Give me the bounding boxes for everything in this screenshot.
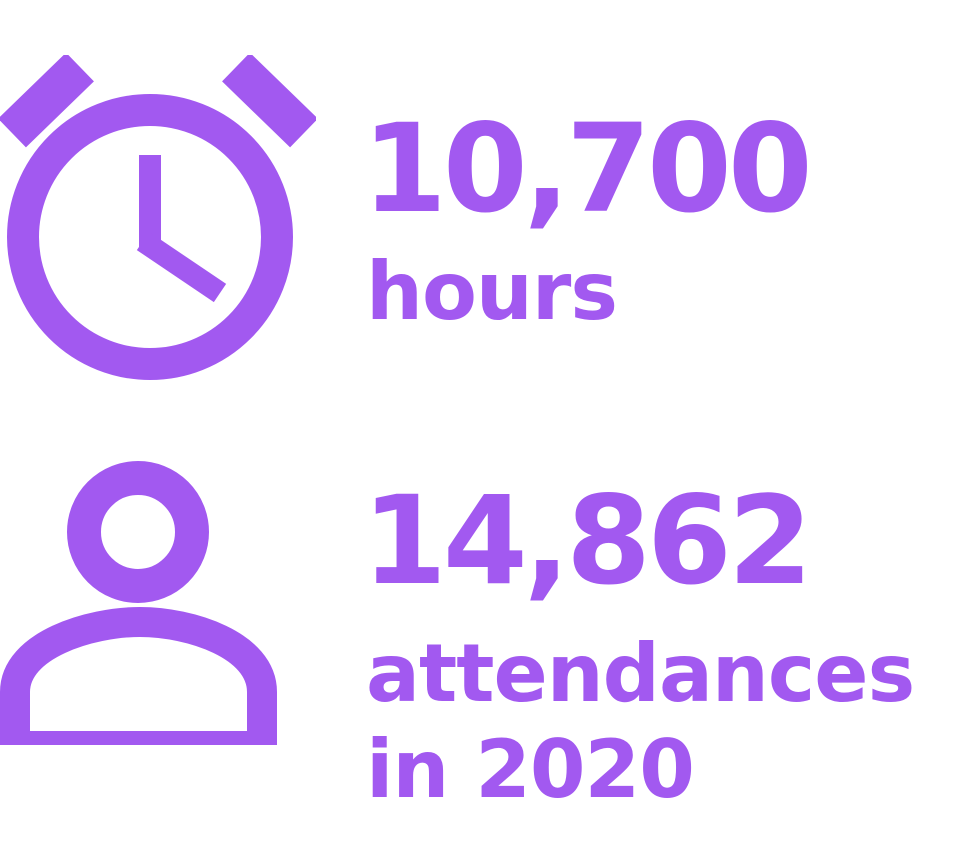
person-svg bbox=[0, 461, 277, 745]
alarm-clock-icon bbox=[0, 55, 316, 385]
hours-value: 10,700 bbox=[362, 98, 813, 240]
attendances-value: 14,862 bbox=[362, 470, 813, 612]
hours-label: hours bbox=[366, 245, 618, 338]
attendances-label: attendances bbox=[366, 627, 915, 720]
clock-bell-left bbox=[0, 55, 94, 148]
person-icon bbox=[0, 460, 280, 745]
clock-bell-right bbox=[222, 55, 316, 148]
stat-hours: 10,700 hours bbox=[0, 0, 960, 400]
clock-face bbox=[7, 94, 293, 380]
person-body bbox=[0, 606, 277, 745]
alarm-clock-svg bbox=[0, 55, 316, 380]
person-head bbox=[67, 461, 209, 603]
attendances-year-label: in 2020 bbox=[366, 723, 695, 816]
stat-attendances: 14,862 attendances in 2020 bbox=[0, 440, 960, 851]
clock-minute-hand bbox=[136, 231, 227, 303]
